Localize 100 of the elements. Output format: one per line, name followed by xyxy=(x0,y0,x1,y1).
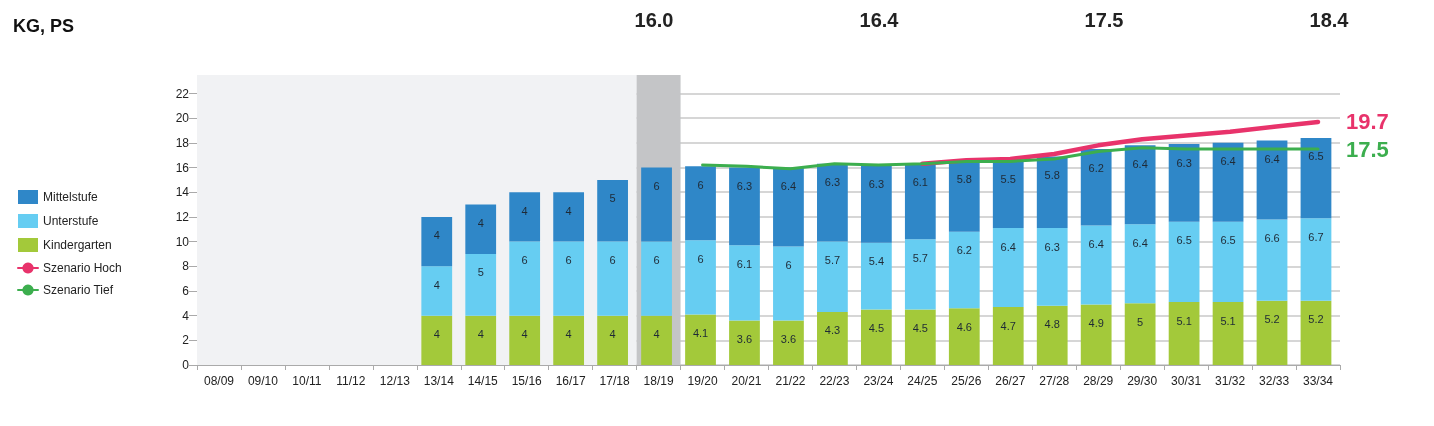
data-label: 4 xyxy=(521,328,528,341)
bar xyxy=(817,241,848,312)
data-label: 17.5 xyxy=(1346,136,1389,162)
x-tick-label: 24/25 xyxy=(907,374,938,388)
x-tick-label: 08/09 xyxy=(203,374,235,388)
data-label: 6.4 xyxy=(780,180,797,193)
data-label: 6.2 xyxy=(956,244,972,257)
data-label: 6 xyxy=(785,259,792,272)
bar xyxy=(597,179,628,242)
x-tick-label: 30/31 xyxy=(1171,374,1202,388)
data-label: 6.4 xyxy=(1088,238,1104,251)
bar xyxy=(465,253,497,316)
bar xyxy=(860,309,892,365)
bar xyxy=(817,163,848,242)
x-tick-label: 33/34 xyxy=(1303,374,1334,388)
data-label: 5 xyxy=(1137,315,1144,328)
text: 18.4 xyxy=(1309,9,1350,31)
text: 17.5 xyxy=(1084,9,1124,31)
y-tick-label: 8 xyxy=(182,259,190,274)
legend-label: Szenario Tief xyxy=(43,283,114,297)
bar xyxy=(860,165,892,243)
y-tick-label: 22 xyxy=(175,86,190,101)
data-label: 6 xyxy=(697,178,704,191)
bar xyxy=(1256,219,1288,301)
data-label: 4 xyxy=(565,204,572,217)
bar xyxy=(1080,225,1112,305)
data-label: 6.4 xyxy=(1220,155,1236,168)
bar xyxy=(509,192,541,242)
y-tick-label: 4 xyxy=(182,308,190,323)
data-label: 6.5 xyxy=(1220,234,1236,247)
data-label: 19.7 xyxy=(1346,109,1389,135)
data-label: 6.3 xyxy=(868,177,885,190)
bar xyxy=(904,309,936,365)
data-label: 4 xyxy=(433,229,440,242)
data-label: 5.8 xyxy=(956,172,972,185)
x-tick-label: 27/28 xyxy=(1039,374,1070,388)
bar xyxy=(1212,142,1244,222)
data-label: 6.3 xyxy=(736,180,753,193)
data-label: 6.4 xyxy=(1000,240,1016,253)
x-tick-label: 29/30 xyxy=(1127,374,1158,388)
bar xyxy=(1036,156,1068,229)
data-label: 6.7 xyxy=(1308,230,1324,243)
bar xyxy=(948,308,980,365)
x-tick-label: 20/21 xyxy=(731,374,762,388)
data-label: 3.6 xyxy=(736,333,753,346)
data-label: 4 xyxy=(609,328,616,341)
x-tick-label: 09/10 xyxy=(247,374,279,388)
bar xyxy=(1124,224,1156,304)
bar xyxy=(421,216,453,267)
data-label: 6.1 xyxy=(736,257,753,270)
data-label: 5 xyxy=(609,192,616,205)
data-label: 5.1 xyxy=(1176,314,1192,327)
x-tick-label: 22/23 xyxy=(819,374,850,388)
data-label: 6.3 xyxy=(1176,156,1192,169)
bar xyxy=(1124,303,1156,365)
bar xyxy=(421,315,453,365)
bar xyxy=(1080,304,1112,365)
x-tick-label: 16/17 xyxy=(555,374,587,388)
bar xyxy=(641,241,672,316)
bar xyxy=(553,192,585,242)
data-label: 4.1 xyxy=(692,326,709,339)
data-label: 4.9 xyxy=(1088,317,1104,330)
bar xyxy=(992,228,1024,307)
bar xyxy=(904,163,936,240)
data-label: 6.4 xyxy=(1132,236,1148,249)
y-tick-label: 18 xyxy=(175,135,190,150)
bar xyxy=(685,240,716,315)
legend-label: Unterstufe xyxy=(43,214,99,228)
y-tick-label: 2 xyxy=(182,333,190,348)
data-label: 6 xyxy=(609,254,616,267)
bar xyxy=(1124,145,1156,225)
bar xyxy=(1256,300,1288,365)
data-label: 4.6 xyxy=(956,320,972,333)
data-label: 6.3 xyxy=(824,176,841,189)
bar xyxy=(1300,137,1332,219)
x-tick-label: 18/19 xyxy=(643,374,674,388)
bar xyxy=(817,311,848,365)
bar xyxy=(1036,305,1068,365)
x-tick-label: 28/29 xyxy=(1083,374,1114,388)
legend-label: Mittelstufe xyxy=(43,190,99,204)
data-label: 4 xyxy=(433,278,440,291)
x-tick-label: 10/11 xyxy=(292,374,322,388)
data-label: 6.5 xyxy=(1308,150,1324,163)
bar xyxy=(1212,302,1244,365)
text: 16.0 xyxy=(634,9,674,31)
x-tick-label: 19/20 xyxy=(687,374,718,388)
bar xyxy=(597,241,628,316)
bar xyxy=(773,320,804,365)
data-label: 4 xyxy=(477,217,484,230)
y-tick-label: 20 xyxy=(175,111,190,126)
text: KG, PS xyxy=(13,16,75,36)
text: 16.4 xyxy=(859,9,900,31)
data-label: 4 xyxy=(477,328,484,341)
data-label: 4 xyxy=(653,328,660,341)
y-tick-label: 6 xyxy=(182,283,190,298)
data-label: 6 xyxy=(653,180,660,193)
data-label: 5.1 xyxy=(1220,314,1236,327)
data-label: 5.2 xyxy=(1264,313,1280,326)
bar xyxy=(773,246,804,321)
data-label: 5 xyxy=(477,266,484,279)
